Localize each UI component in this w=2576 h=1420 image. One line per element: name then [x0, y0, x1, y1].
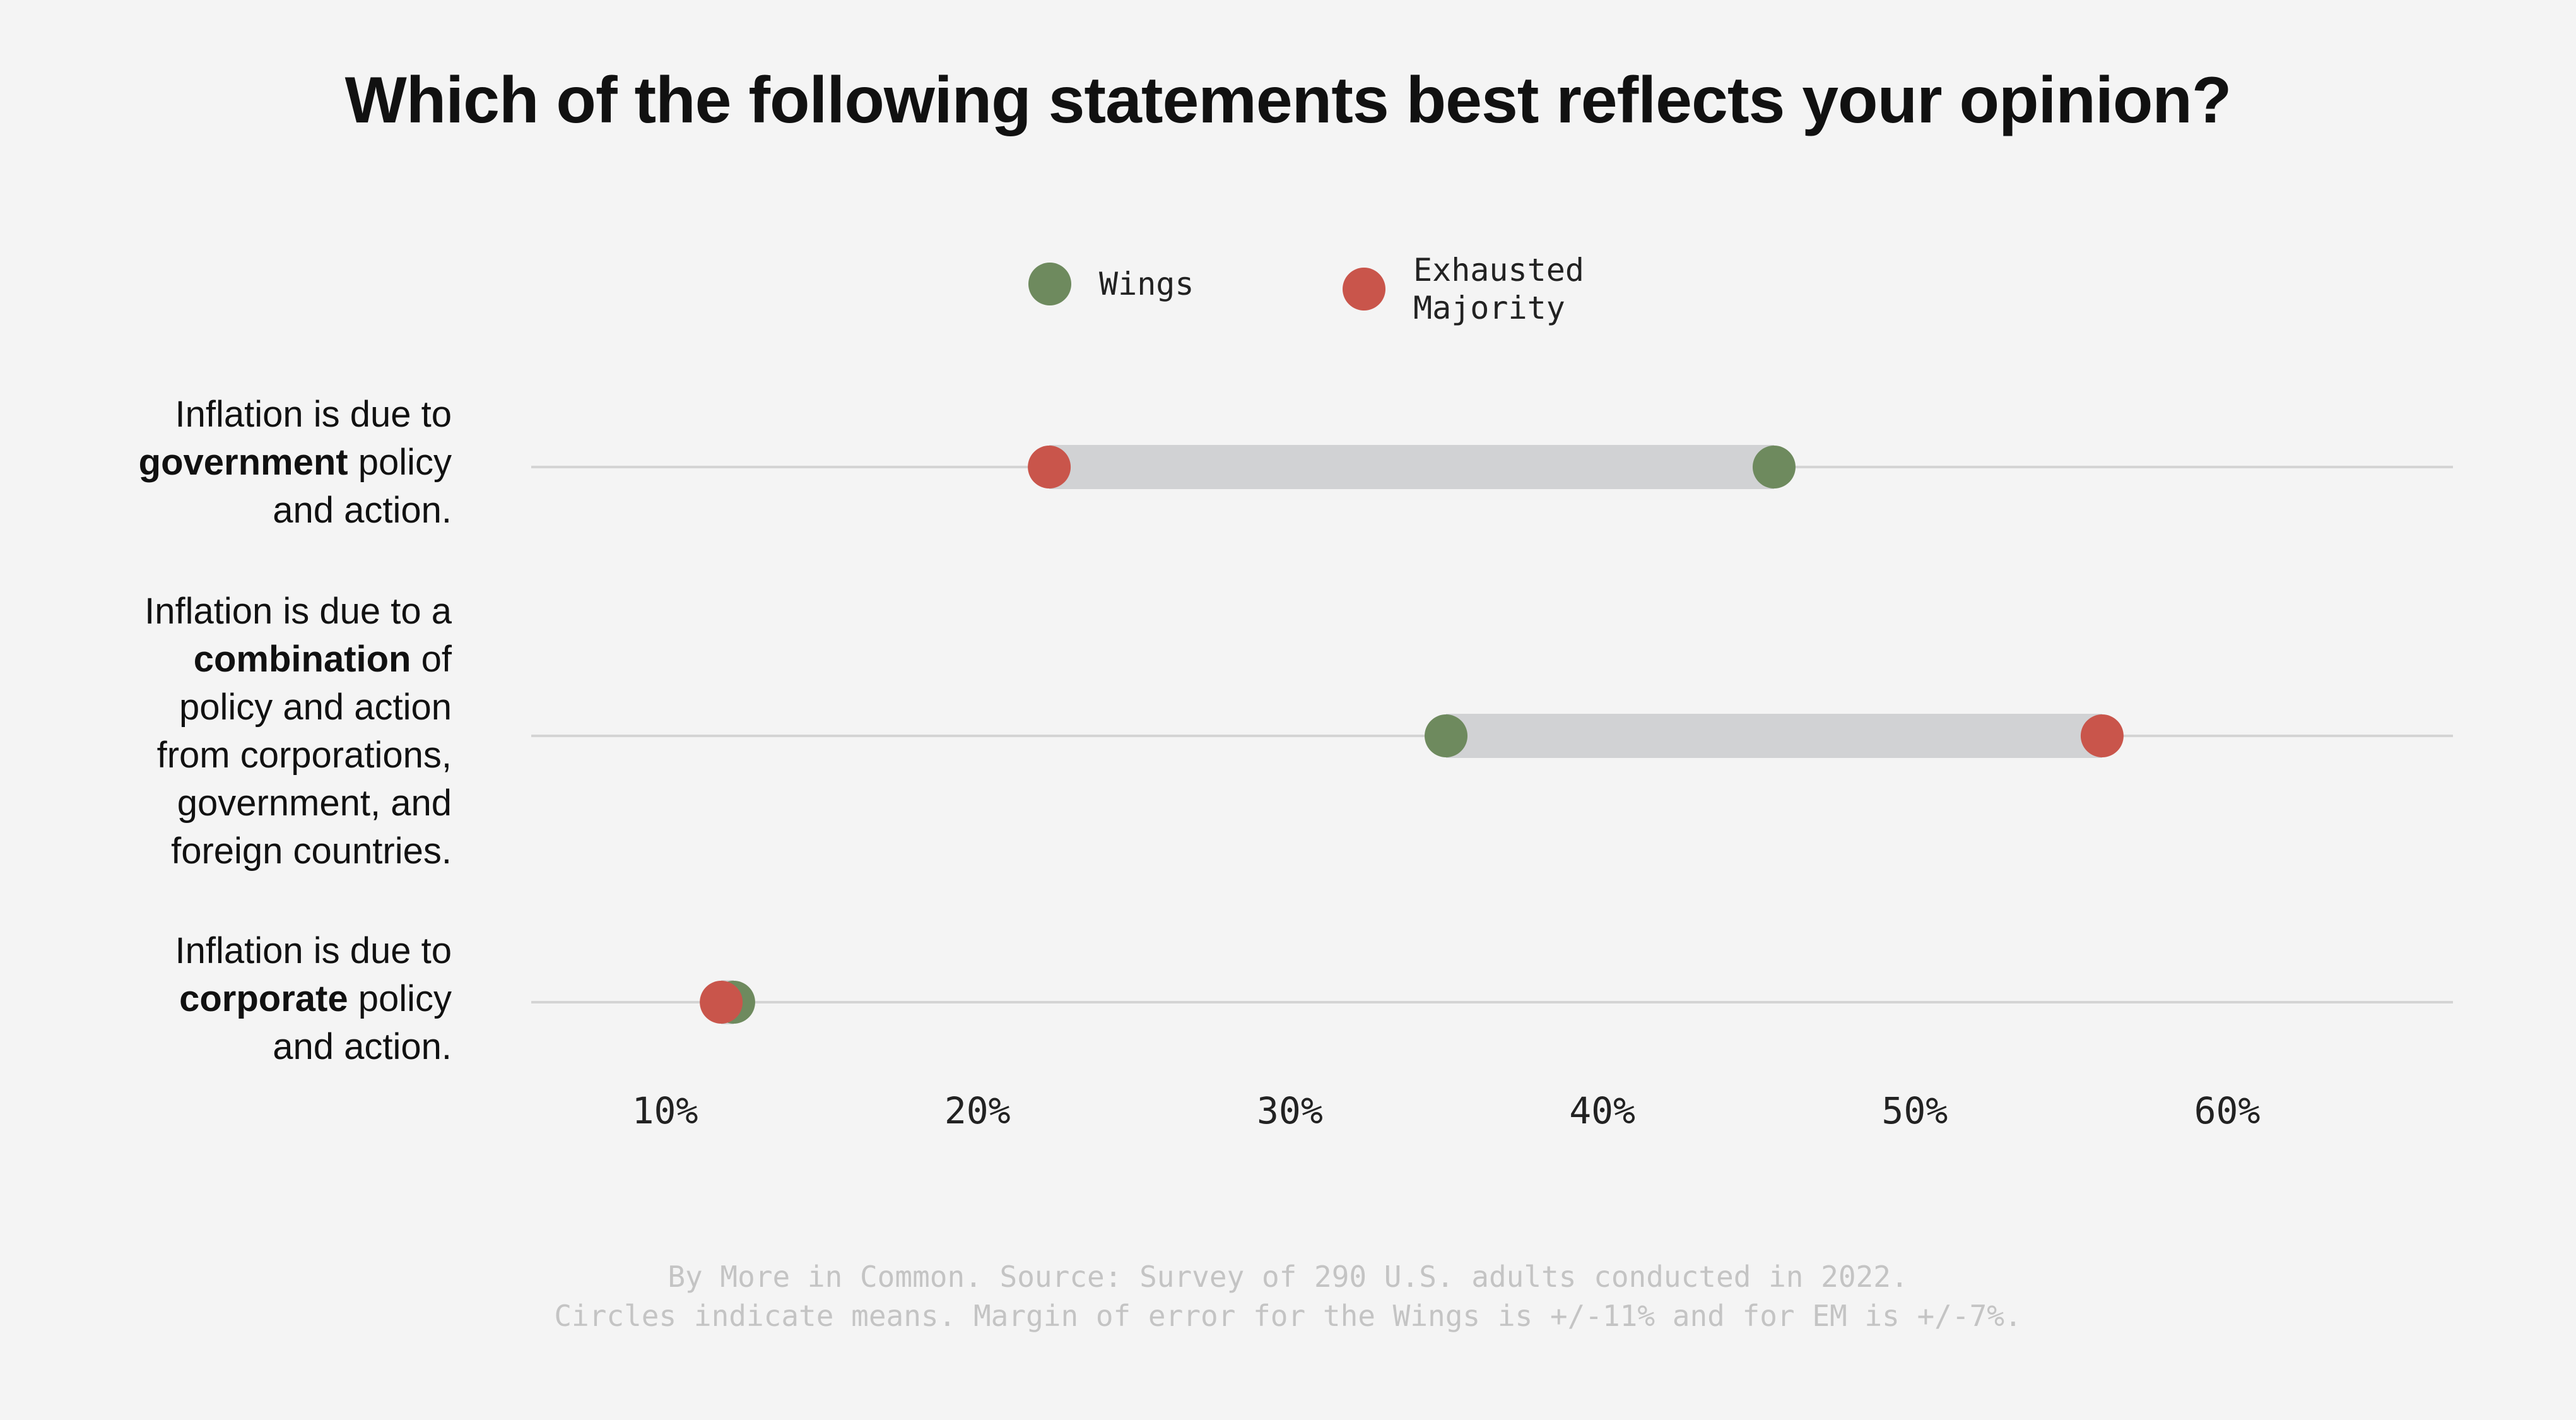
dot-exhausted-majority: [1028, 446, 1071, 488]
dot-exhausted-majority: [700, 981, 743, 1024]
legend-dot-wings: [1028, 263, 1071, 305]
row-label-suffix: policy and action.: [273, 978, 452, 1067]
legend-item-exhausted-majority: Exhausted Majority: [1343, 251, 1584, 327]
row-label-suffix: of policy and action from corporations, …: [156, 639, 452, 872]
footer-source: By More in Common. Source: Survey of 290…: [668, 1260, 1908, 1294]
x-axis-ticks: 10% 20% 30% 40% 50% 60%: [632, 1089, 2261, 1132]
row-label-bold: government: [138, 442, 348, 483]
x-tick-label: 40%: [1569, 1089, 1635, 1132]
dot-wings: [1425, 714, 1467, 757]
legend-label-line1: Exhausted: [1413, 252, 1584, 288]
row-label-suffix: policy and action.: [273, 442, 452, 531]
row-label-corporate: Inflation is due to corporate policy and…: [124, 927, 452, 1071]
chart-footer: By More in Common. Source: Survey of 290…: [0, 1257, 2576, 1335]
row-label-bold: combination: [193, 639, 411, 680]
dot-layer: [700, 446, 2124, 1024]
x-tick-label: 30%: [1257, 1089, 1323, 1132]
legend-label-line2: Majority: [1413, 290, 1565, 326]
x-tick-label: 60%: [2194, 1089, 2261, 1132]
x-tick-label: 20%: [944, 1089, 1011, 1132]
row-label-prefix: Inflation is due to: [175, 930, 452, 971]
x-tick-label: 10%: [632, 1089, 698, 1132]
row-label-government: Inflation is due to government policy an…: [124, 391, 452, 535]
range-bar: [1446, 714, 2102, 758]
dot-exhausted-majority: [2080, 714, 2124, 757]
range-bar-layer: [721, 445, 2102, 1024]
range-bar: [1049, 445, 1774, 489]
legend-item-wings: Wings: [1028, 263, 1194, 305]
row-label-combination: Inflation is due to a combination of pol…: [98, 588, 452, 875]
row-label-prefix: Inflation is due to a: [144, 591, 452, 632]
dot-wings: [1752, 446, 1796, 488]
chart-title: Which of the following statements best r…: [344, 64, 2232, 137]
row-label-bold: corporate: [179, 978, 348, 1019]
legend-label-wings: Wings: [1099, 266, 1194, 302]
footer-note: Circles indicate means. Margin of error …: [554, 1299, 2022, 1333]
x-tick-label: 50%: [1881, 1089, 1948, 1132]
row-label-prefix: Inflation is due to: [175, 394, 452, 435]
legend-label-exhausted-majority: Exhausted Majority: [1413, 251, 1584, 327]
legend-dot-exhausted-majority: [1343, 268, 1385, 311]
